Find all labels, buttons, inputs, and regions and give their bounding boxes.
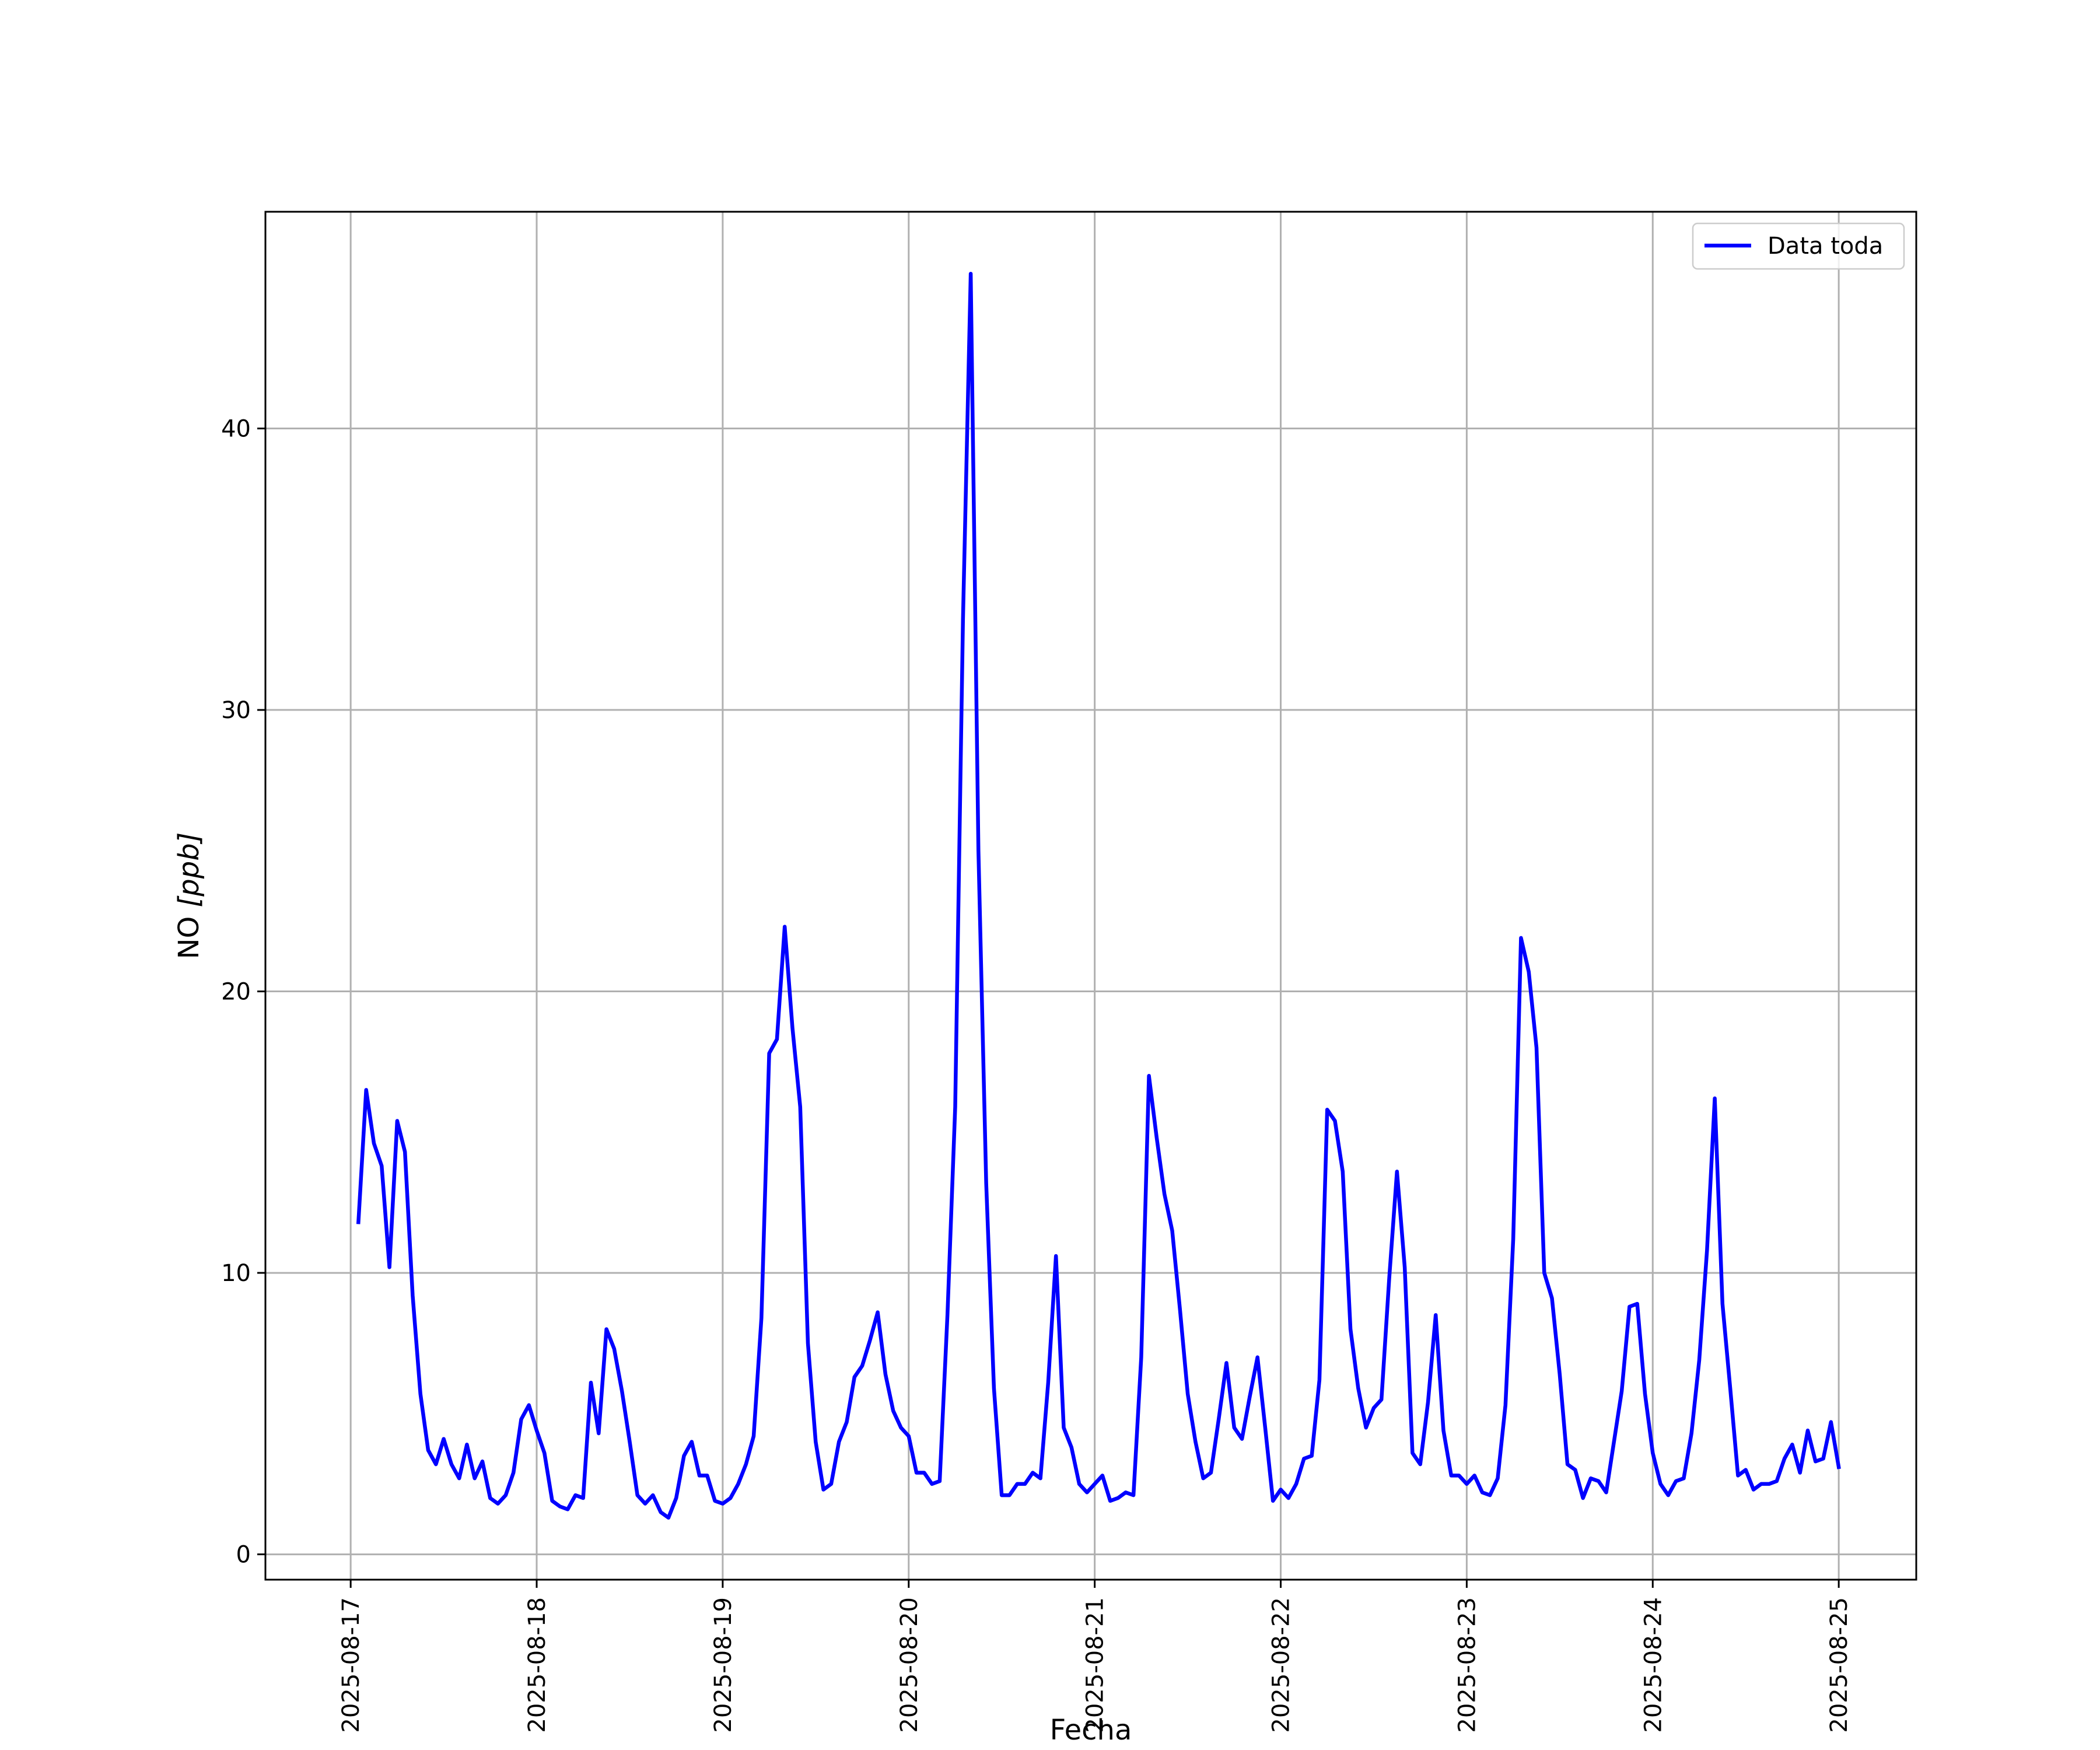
legend-label: Data toda [1768,233,1883,260]
x-tick-label: 2025-08-25 [1826,1597,1853,1732]
y-tick-label: 0 [236,1542,251,1569]
y-axis-label-main: NO [173,907,205,959]
series-line-data-toda [356,271,1841,1520]
x-tick-label: 2025-08-22 [1268,1597,1295,1732]
x-tick-label: 2025-08-20 [896,1597,923,1732]
y-tick-label: 20 [221,979,251,1006]
y-axis-label: NO [ppb] [173,832,205,960]
x-axis-label: Fecha [1050,1714,1132,1746]
x-tick-label: 2025-08-17 [338,1597,365,1732]
y-tick-label: 40 [221,416,251,443]
x-tick-label: 2025-08-19 [710,1597,737,1732]
x-axis-ticks: 2025-08-17 2025-08-18 2025-08-19 2025-08-20… [338,1580,1853,1732]
legend-box [1692,222,1905,270]
x-tick-label: 2025-08-23 [1454,1597,1480,1732]
x-tick-label: 2025-08-18 [524,1597,551,1732]
plot-frame [264,211,1917,1581]
y-tick-label: 10 [221,1260,251,1287]
y-axis-ticks: 0 10 20 30 40 [221,416,265,1569]
y-tick-label: 30 [221,697,251,724]
y-axis-label-unit: [ppb] [173,832,205,908]
legend: Data toda [1692,222,1905,270]
grid-lines [265,212,1916,1580]
x-tick-label: 2025-08-24 [1640,1597,1667,1732]
x-tick-label: 2025-08-21 [1082,1597,1109,1732]
